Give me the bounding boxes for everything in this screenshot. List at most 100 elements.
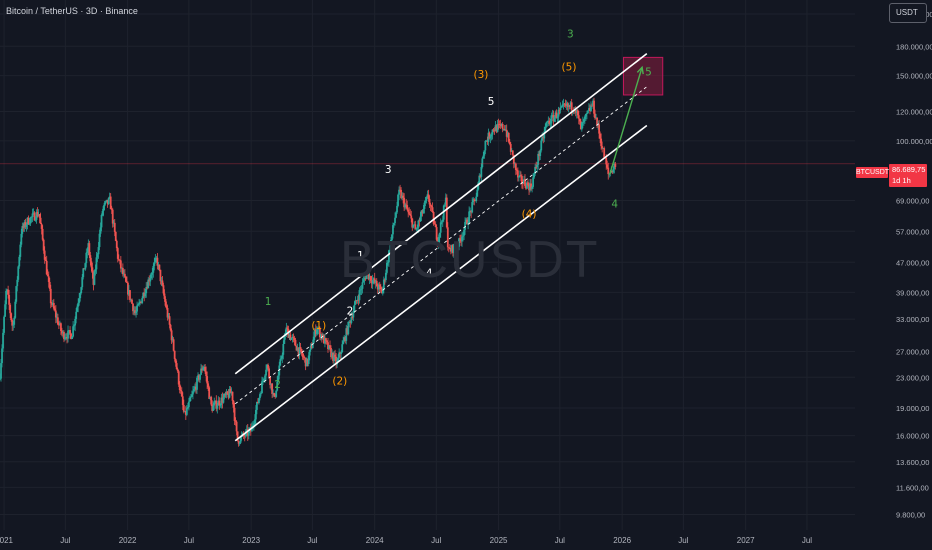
candle-body (475, 196, 478, 202)
candle-body (211, 404, 214, 411)
candle-body (178, 384, 181, 391)
candle-body (32, 212, 35, 214)
candle-body (222, 397, 225, 403)
candle-body (322, 335, 324, 340)
candle-body (138, 302, 141, 305)
candle-body (153, 261, 156, 266)
candle-body (69, 330, 71, 334)
candle-body (487, 132, 490, 142)
candle-body (501, 123, 504, 130)
wave-label: 5 (645, 67, 652, 79)
x-tick-label: 2026 (613, 536, 631, 545)
candle-body (428, 198, 431, 205)
candle-body (315, 329, 318, 334)
time-axis[interactable]: 2021 Jul 2022 Jul 2023 Jul 2024 Jul 2025 Jul 2026 J… (0, 536, 812, 545)
candle-body (238, 442, 241, 444)
candle-body (435, 227, 438, 240)
candle-body (481, 158, 484, 168)
candle-body (289, 334, 292, 340)
candle-body (550, 115, 553, 124)
y-tick-label: 100.000,00 (896, 137, 932, 146)
candle-body (73, 325, 76, 327)
candle-body (270, 383, 273, 385)
y-tick-label: 11.600,00 (896, 483, 929, 492)
candle-body (457, 246, 459, 248)
candle-body (105, 199, 108, 202)
candle-body (468, 211, 471, 223)
candle-body (366, 272, 369, 274)
candle-body (577, 115, 580, 119)
candle-body (78, 298, 81, 303)
candle-body (352, 310, 355, 318)
candle-body (439, 222, 442, 233)
candle-body (606, 164, 609, 168)
candle-body (31, 213, 34, 218)
candle-body (527, 182, 529, 185)
candle-body (317, 327, 320, 329)
candle-body (219, 404, 222, 406)
candle-body (377, 284, 380, 290)
candle-body (369, 276, 372, 281)
candle-body (441, 219, 444, 222)
candle-body (206, 376, 209, 384)
candle-body (509, 144, 512, 152)
candle-body (65, 337, 67, 338)
candle-body (456, 246, 458, 248)
candle-body (224, 394, 227, 396)
candle-body (338, 352, 341, 358)
candle-body (75, 311, 78, 319)
candle-body (536, 164, 539, 168)
candle-body (600, 138, 603, 147)
candle-body (476, 189, 479, 197)
candle-body (543, 131, 546, 139)
candle-body (433, 223, 436, 225)
candle-body (144, 293, 147, 297)
currency-button[interactable]: USDT (889, 3, 927, 23)
candle-body (392, 225, 394, 235)
candle-body (431, 207, 434, 213)
candle-body (107, 198, 110, 204)
candle-body (274, 395, 277, 397)
candle-body (438, 232, 441, 237)
candle-body (99, 227, 102, 234)
candle-body (602, 148, 605, 149)
candle-body (79, 293, 82, 299)
candle-body (292, 337, 295, 339)
candle-body (517, 176, 520, 178)
candle-body (245, 429, 248, 432)
candle-body (183, 410, 186, 412)
candle-body (331, 352, 333, 358)
candle-body (370, 280, 373, 284)
candle-body (46, 274, 49, 277)
candle-body (420, 210, 423, 217)
x-tick-label: Jul (555, 536, 565, 545)
candle-body (231, 391, 234, 401)
candle-body (597, 124, 599, 126)
candle-body (128, 290, 130, 295)
candle-body (90, 261, 93, 268)
candle-body (77, 302, 80, 307)
y-tick-label: 57.000,00 (896, 227, 929, 236)
candle-body (391, 234, 393, 240)
candle-body (484, 140, 487, 151)
candle-body (184, 410, 187, 415)
candle-body (535, 166, 538, 168)
candle-body (564, 104, 567, 106)
wave-label: 4 (426, 268, 433, 280)
candle-body (85, 252, 88, 264)
candle-body (381, 288, 384, 294)
candle-body (275, 390, 278, 397)
wave-label: (2) (332, 375, 347, 387)
candle-body (129, 290, 131, 300)
candle-body (544, 126, 547, 132)
candle-body (344, 337, 347, 341)
candle-body (151, 272, 154, 275)
candle-body (380, 289, 383, 294)
candle-body (455, 246, 457, 248)
candle-body (251, 425, 254, 427)
candle-body (443, 204, 446, 206)
candle-body (533, 173, 536, 178)
wave-label: 2 (347, 305, 354, 317)
price-axis[interactable]: 220.000,00180.000,00150.000,00120.000,00… (896, 10, 932, 520)
